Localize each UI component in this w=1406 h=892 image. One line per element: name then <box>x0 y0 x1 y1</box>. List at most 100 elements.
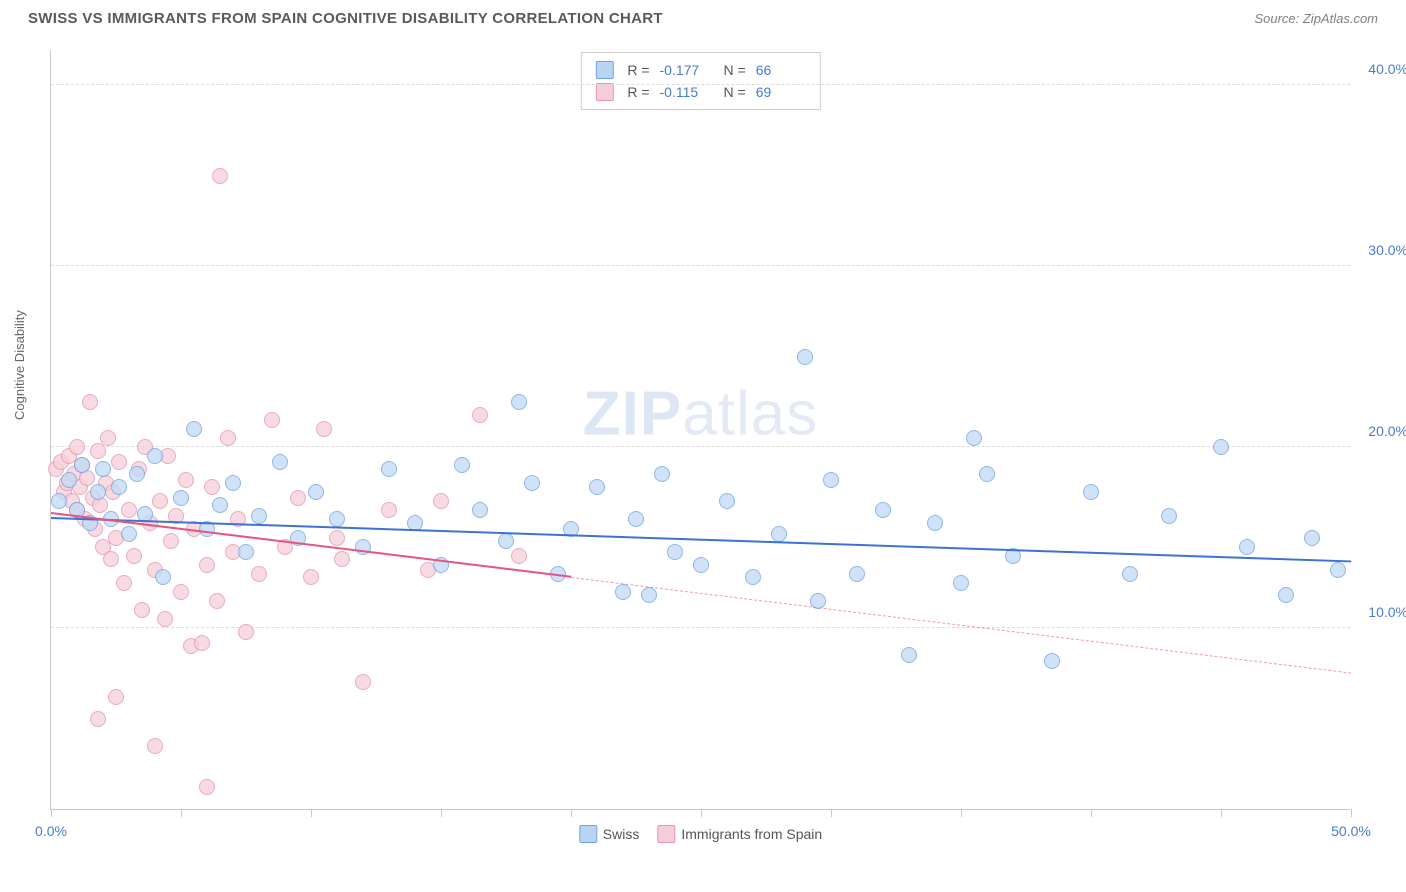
spain-point <box>381 502 397 518</box>
swiss-point <box>308 484 324 500</box>
swiss-point <box>381 461 397 477</box>
swiss-point <box>953 575 969 591</box>
spain-swatch-icon <box>595 83 613 101</box>
spain-r-value: -0.115 <box>660 84 710 100</box>
swiss-point <box>524 475 540 491</box>
swiss-point <box>95 461 111 477</box>
swiss-point <box>61 472 77 488</box>
spain-point <box>329 530 345 546</box>
swiss-point <box>1304 530 1320 546</box>
swiss-point <box>155 569 171 585</box>
x-tick <box>961 809 962 817</box>
spain-point <box>173 584 189 600</box>
spain-trendline-dash <box>571 577 1351 674</box>
spain-point <box>194 635 210 651</box>
spain-point <box>90 711 106 727</box>
spain-point <box>69 439 85 455</box>
swiss-swatch-icon <box>595 61 613 79</box>
spain-point <box>116 575 132 591</box>
swiss-point <box>693 557 709 573</box>
swiss-point <box>173 490 189 506</box>
spain-point <box>111 454 127 470</box>
x-tick <box>181 809 182 817</box>
x-tick <box>311 809 312 817</box>
spain-point <box>100 430 116 446</box>
swiss-point <box>511 394 527 410</box>
swiss-point <box>927 515 943 531</box>
swiss-point <box>771 526 787 542</box>
spain-point <box>251 566 267 582</box>
swiss-point <box>212 497 228 513</box>
swiss-point <box>129 466 145 482</box>
swiss-point <box>1278 587 1294 603</box>
legend-item-swiss: Swiss <box>579 825 640 843</box>
spain-point <box>290 490 306 506</box>
x-tick-label: 0.0% <box>35 823 67 839</box>
swiss-point <box>90 484 106 500</box>
spain-point <box>212 168 228 184</box>
y-tick-label: 10.0% <box>1368 604 1406 620</box>
swiss-point <box>472 502 488 518</box>
swiss-point <box>589 479 605 495</box>
swiss-point <box>251 508 267 524</box>
swiss-r-value: -0.177 <box>660 62 710 78</box>
swiss-point <box>875 502 891 518</box>
swiss-swatch-icon <box>579 825 597 843</box>
y-tick-label: 20.0% <box>1368 423 1406 439</box>
x-tick <box>441 809 442 817</box>
series-legend: Swiss Immigrants from Spain <box>579 825 822 843</box>
swiss-point <box>1044 653 1060 669</box>
swiss-point <box>797 349 813 365</box>
spain-point <box>199 557 215 573</box>
swiss-point <box>454 457 470 473</box>
swiss-point <box>901 647 917 663</box>
swiss-point <box>628 511 644 527</box>
spain-point <box>108 689 124 705</box>
y-tick-label: 40.0% <box>1368 61 1406 77</box>
spain-point <box>209 593 225 609</box>
swiss-point <box>238 544 254 560</box>
spain-point <box>355 674 371 690</box>
spain-point <box>178 472 194 488</box>
spain-point <box>152 493 168 509</box>
swiss-point <box>823 472 839 488</box>
y-tick-label: 30.0% <box>1368 242 1406 258</box>
swiss-point <box>641 587 657 603</box>
x-tick <box>51 809 52 817</box>
spain-point <box>238 624 254 640</box>
spain-trendline <box>51 512 571 578</box>
legend-row-swiss: R = -0.177 N = 66 <box>595 59 805 81</box>
gridline <box>51 446 1350 447</box>
swiss-n-value: 66 <box>756 62 806 78</box>
swiss-point <box>329 511 345 527</box>
spain-swatch-icon <box>657 825 675 843</box>
x-tick <box>1221 809 1222 817</box>
spain-point <box>90 443 106 459</box>
spain-point <box>126 548 142 564</box>
swiss-point <box>719 493 735 509</box>
x-tick-label: 50.0% <box>1331 823 1371 839</box>
swiss-point <box>1213 439 1229 455</box>
swiss-point <box>498 533 514 549</box>
swiss-point <box>979 466 995 482</box>
spain-point <box>199 779 215 795</box>
legend-item-spain: Immigrants from Spain <box>657 825 822 843</box>
x-tick <box>831 809 832 817</box>
swiss-point <box>121 526 137 542</box>
source-attribution: Source: ZipAtlas.com <box>1254 11 1378 26</box>
x-tick <box>571 809 572 817</box>
swiss-point <box>745 569 761 585</box>
swiss-point <box>1083 484 1099 500</box>
spain-point <box>511 548 527 564</box>
spain-point <box>204 479 220 495</box>
swiss-point <box>966 430 982 446</box>
swiss-point <box>51 493 67 509</box>
swiss-point <box>272 454 288 470</box>
spain-point <box>163 533 179 549</box>
spain-point <box>121 502 137 518</box>
spain-point <box>147 738 163 754</box>
x-tick <box>701 809 702 817</box>
spain-point <box>134 602 150 618</box>
spain-point <box>103 551 119 567</box>
swiss-point <box>111 479 127 495</box>
